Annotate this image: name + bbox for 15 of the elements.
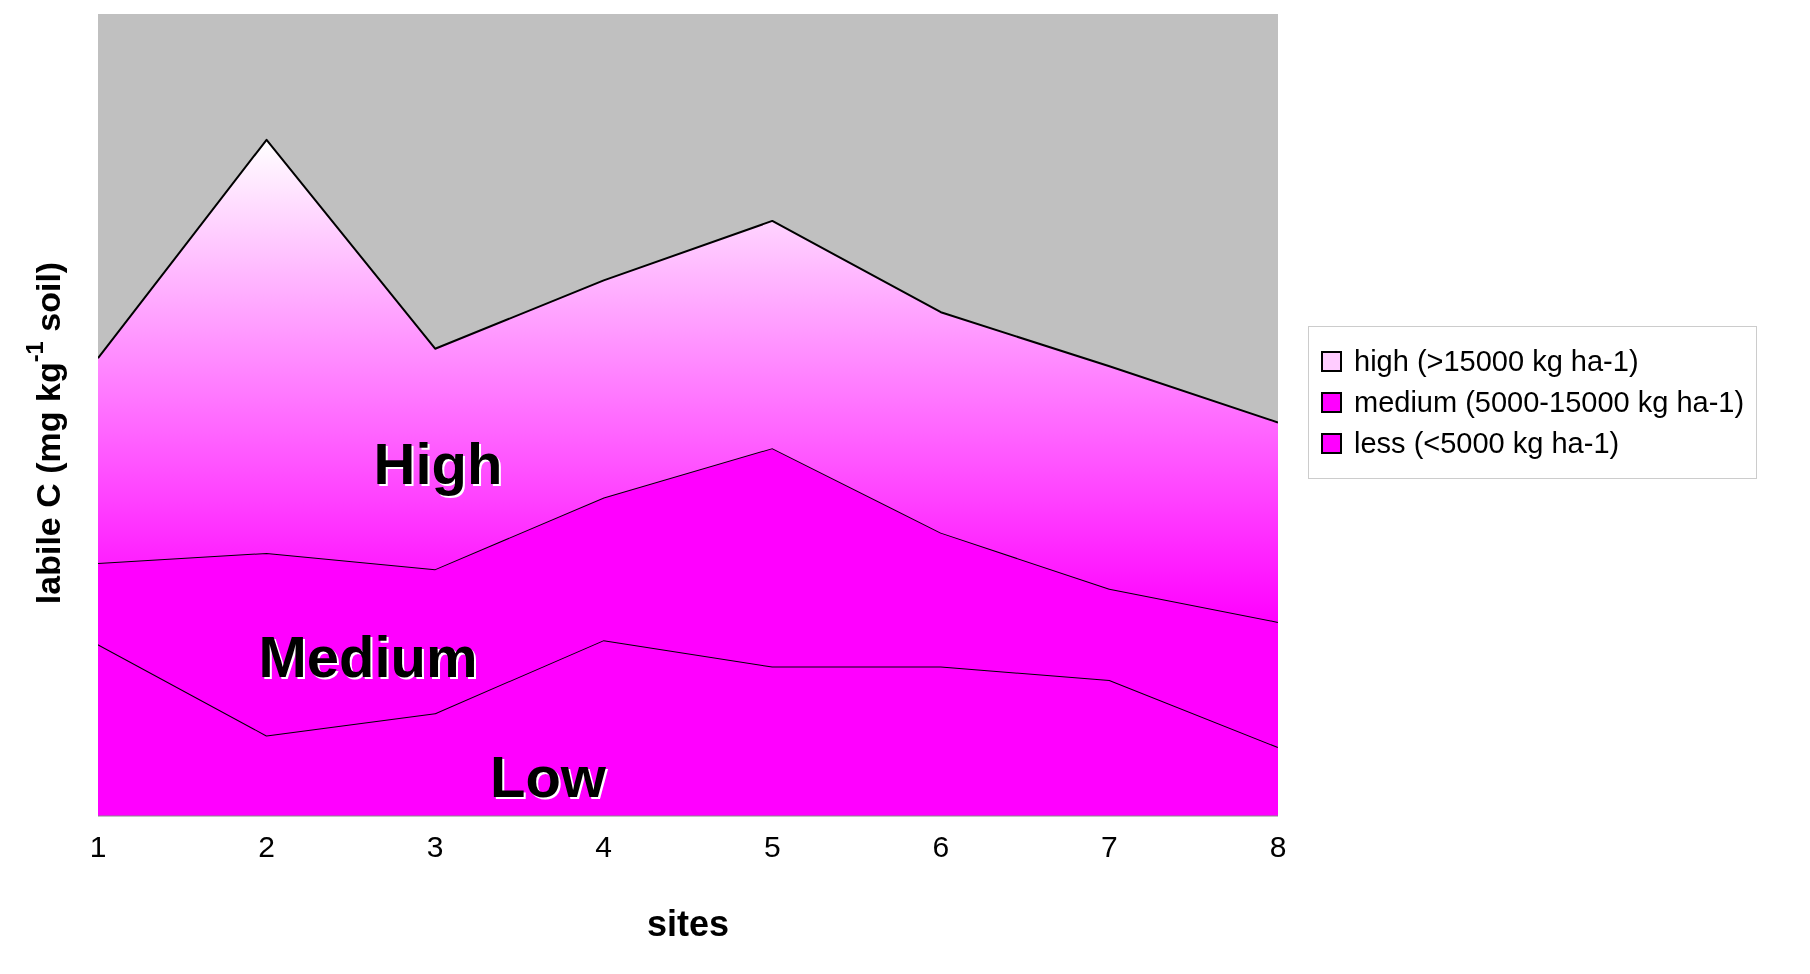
x-tick-label: 1 bbox=[89, 830, 107, 864]
x-tick-label: 7 bbox=[1101, 830, 1118, 864]
legend-label: less (<5000 kg ha-1) bbox=[1354, 427, 1620, 460]
x-tick-label: 8 bbox=[1269, 830, 1287, 864]
x-tick-label: 6 bbox=[932, 830, 950, 864]
x-tick-label: 5 bbox=[763, 830, 781, 864]
annotation: Medium bbox=[258, 622, 478, 690]
legend-label: high (>15000 kg ha-1) bbox=[1354, 345, 1639, 378]
x-axis-title: sites bbox=[646, 903, 730, 944]
x-tick-label: 4 bbox=[595, 830, 613, 864]
x-tick-label: 3 bbox=[426, 830, 444, 864]
x-tick-label: 2 bbox=[258, 830, 275, 864]
annotation: High bbox=[373, 429, 503, 497]
annotation: Low bbox=[490, 742, 606, 810]
legend-label: medium (5000-15000 kg ha-1) bbox=[1354, 386, 1745, 419]
